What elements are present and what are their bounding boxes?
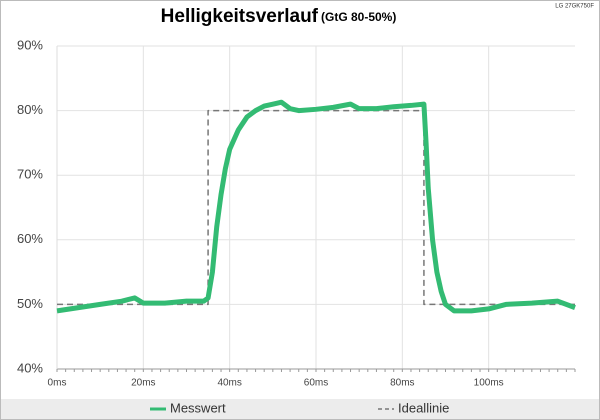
- legend-label: Messwert: [170, 400, 226, 415]
- y-tick-label: 90%: [17, 37, 43, 52]
- x-tick-label: 60ms: [304, 378, 328, 389]
- x-tick-label: 100ms: [474, 378, 504, 389]
- y-tick-label: 70%: [17, 167, 43, 182]
- annotation: LG 27GK750F: [555, 4, 594, 10]
- x-tick-label: 40ms: [217, 378, 241, 389]
- y-tick-label: 50%: [17, 296, 43, 311]
- x-tick-label: 80ms: [390, 378, 414, 389]
- x-tick-label: 20ms: [131, 378, 155, 389]
- series-line: [56, 99, 576, 314]
- y-tick-label: 60%: [17, 231, 43, 246]
- chart-subtitle: (GtG 80-50%): [321, 10, 396, 24]
- legend-band: [1, 399, 599, 419]
- legend-label: Ideallinie: [398, 400, 449, 415]
- y-tick-label: 80%: [17, 102, 43, 117]
- chart-title: Helligkeitsverlauf: [161, 6, 319, 27]
- x-tick-label: 0ms: [48, 378, 67, 389]
- y-tick-label: 40%: [17, 360, 43, 375]
